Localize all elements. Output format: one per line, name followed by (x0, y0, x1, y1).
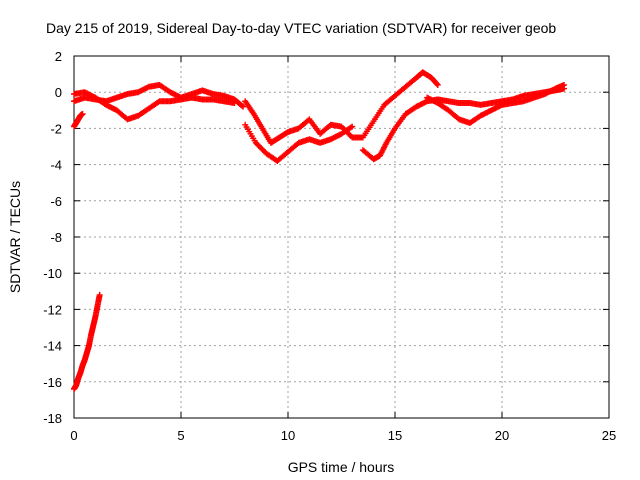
y-tick-label: 0 (55, 85, 62, 100)
y-tick-label: -8 (50, 230, 62, 245)
y-tick-label: -2 (50, 121, 62, 136)
x-axis-label: GPS time / hours (288, 459, 395, 475)
data-point (79, 110, 86, 117)
data-point (231, 100, 238, 107)
x-tick-label: 10 (281, 428, 295, 443)
y-tick-label: -4 (50, 158, 62, 173)
x-tick-label: 0 (70, 428, 77, 443)
y-tick-label: -14 (43, 339, 62, 354)
data-point (349, 123, 356, 130)
data-point (433, 81, 440, 88)
series-trace-h (71, 291, 103, 393)
series-trace-d (242, 69, 441, 146)
data-point (561, 81, 568, 88)
y-tick-label: -6 (50, 194, 62, 209)
y-tick-label: 2 (55, 49, 62, 64)
data-point (240, 103, 247, 110)
x-tick-label: 20 (495, 428, 509, 443)
series-trace-g (424, 81, 568, 126)
data-point (238, 102, 245, 109)
y-axis-label: SDTVAR / TECUs (7, 181, 23, 293)
series-trace-c (71, 110, 86, 130)
chart-title: Day 215 of 2019, Sidereal Day-to-day VTE… (46, 20, 556, 36)
y-tick-label: -16 (43, 375, 62, 390)
data-point (96, 291, 103, 298)
data-layer (71, 69, 568, 393)
x-tick-label: 15 (388, 428, 402, 443)
axis-layer: 0 5 10 15 20 25 -18 -16 -14 -12 -10 -8 -6 -4 -2 0 2 (43, 49, 616, 443)
series-trace-b (71, 89, 238, 123)
x-tick-label: 5 (177, 428, 184, 443)
y-tick-label: -18 (43, 411, 62, 426)
series-trace-e (242, 121, 356, 164)
x-tick-label: 25 (602, 428, 616, 443)
grid-layer (74, 56, 609, 418)
series-trace-a (71, 81, 247, 110)
data-point (434, 81, 441, 88)
y-tick-label: -10 (43, 266, 62, 281)
y-tick-label: -12 (43, 302, 62, 317)
